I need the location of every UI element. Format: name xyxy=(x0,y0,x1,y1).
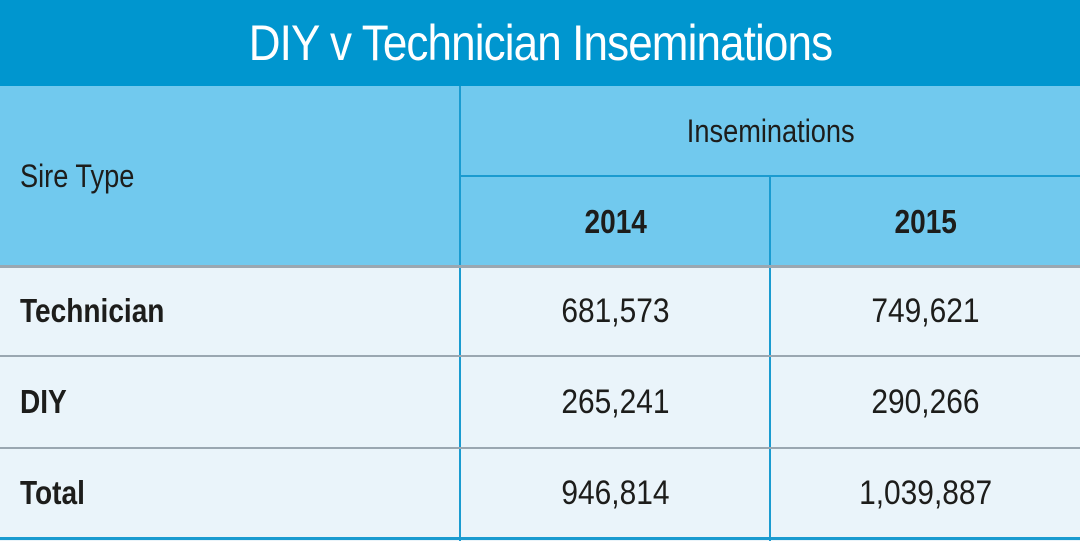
row-total-2014: 946,814 xyxy=(461,449,770,537)
header-year-2015: 2015 xyxy=(771,177,1080,266)
header-year-2014: 2014 xyxy=(461,177,770,266)
row-label-text: Technician xyxy=(20,292,165,329)
title-bar: DIY v Technician Inseminations xyxy=(0,0,1080,86)
row-divider xyxy=(0,355,1080,357)
row-diy-label: DIY xyxy=(0,357,460,447)
header-bottom-border xyxy=(0,265,1080,268)
row-technician-2014: 681,573 xyxy=(461,267,770,355)
row-total-2015: 1,039,887 xyxy=(771,449,1080,537)
table-cell-value: 749,621 xyxy=(871,291,980,330)
column-divider xyxy=(769,176,771,541)
row-technician-label: Technician xyxy=(0,267,460,355)
table-cell-value: 1,039,887 xyxy=(858,473,993,512)
row-diy-2014: 265,241 xyxy=(461,357,770,447)
row-technician-2015: 749,621 xyxy=(771,267,1080,355)
table-cell-value: 265,241 xyxy=(561,382,670,421)
table-title: DIY v Technician Inseminations xyxy=(248,15,832,71)
table-cell-value: 290,266 xyxy=(871,382,980,421)
header-year-2014-label: 2014 xyxy=(584,202,647,240)
row-label-text: DIY xyxy=(20,383,67,420)
table-cell-value: 681,573 xyxy=(561,291,670,330)
table-bottom-border xyxy=(0,537,1080,540)
header-year-2015-label: 2015 xyxy=(894,202,957,240)
header-divider xyxy=(460,175,1080,177)
row-divider xyxy=(0,447,1080,449)
table-cell-value: 946,814 xyxy=(561,473,670,512)
column-divider xyxy=(459,86,461,541)
header-sire-type-label: Sire Type xyxy=(20,157,135,194)
row-total-label: Total xyxy=(0,449,460,537)
row-label-text: Total xyxy=(20,474,85,511)
table-body xyxy=(0,266,1080,541)
header-inseminations-label: Inseminations xyxy=(686,112,855,149)
header-sire-type: Sire Type xyxy=(0,86,460,266)
header-inseminations: Inseminations xyxy=(461,86,1080,176)
row-diy-2015: 290,266 xyxy=(771,357,1080,447)
